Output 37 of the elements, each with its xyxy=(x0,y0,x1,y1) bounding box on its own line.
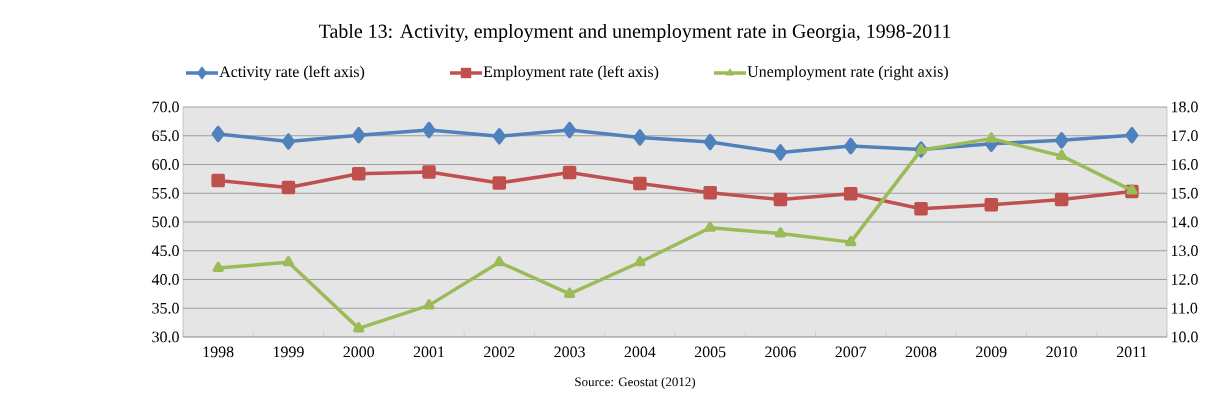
y-tick-label: 70.0 xyxy=(152,101,179,113)
y2-tick-label: 14.0 xyxy=(1171,216,1198,228)
y-tick-label: 45.0 xyxy=(151,245,179,257)
x-tick-label: 2002 xyxy=(484,346,515,358)
y-tick-label: 30.0 xyxy=(152,331,179,343)
x-tick-label: 2007 xyxy=(835,346,867,358)
x-tick-label: 2003 xyxy=(554,346,585,358)
y2-tick-label: 12.0 xyxy=(1171,274,1198,285)
y2-tick-label: 18.0 xyxy=(1171,101,1198,113)
y2-tick-label: 16.0 xyxy=(1171,159,1198,170)
x-tick-label: 2010 xyxy=(1046,346,1077,358)
x-tick-label: 2009 xyxy=(976,346,1007,358)
legend-label: Employment rate (left axis) xyxy=(483,65,659,81)
x-tick-label: 2005 xyxy=(694,346,726,358)
x-tick-label: 2001 xyxy=(413,346,444,358)
chart-title: Table 13: Activity, employment and unemployment rate in Georgia, 1998-2011 xyxy=(319,23,951,43)
x-tick-label: 2011 xyxy=(1116,346,1147,358)
source-note: Source: Geostat (2012) xyxy=(575,377,696,389)
x-tick-label: 2004 xyxy=(624,346,656,358)
y2-tick-label: 10.0 xyxy=(1171,331,1198,343)
y-tick-label: 60.0 xyxy=(152,159,179,170)
y-tick-label: 55.0 xyxy=(152,187,179,199)
y-tick-label: 65.0 xyxy=(152,130,179,142)
y2-tick-label: 17.0 xyxy=(1171,130,1198,142)
x-tick-label: 2000 xyxy=(343,346,375,358)
x-tick-label: 2008 xyxy=(905,346,937,358)
y-tick-label: 40.0 xyxy=(151,274,179,285)
x-tick-label: 2006 xyxy=(765,346,796,358)
y2-tick-label: 15.0 xyxy=(1171,187,1198,199)
x-tick-label: 1999 xyxy=(273,346,304,358)
y2-tick-label: 11.0 xyxy=(1171,302,1198,314)
legend-label: Activity rate (left axis) xyxy=(219,65,365,81)
y-tick-label: 35.0 xyxy=(152,302,179,314)
y-tick-label: 50.0 xyxy=(152,216,179,228)
x-tick-label: 1998 xyxy=(203,346,234,358)
y2-tick-label: 13.0 xyxy=(1171,245,1198,257)
legend-label: Unemployment rate (right axis) xyxy=(747,65,948,81)
